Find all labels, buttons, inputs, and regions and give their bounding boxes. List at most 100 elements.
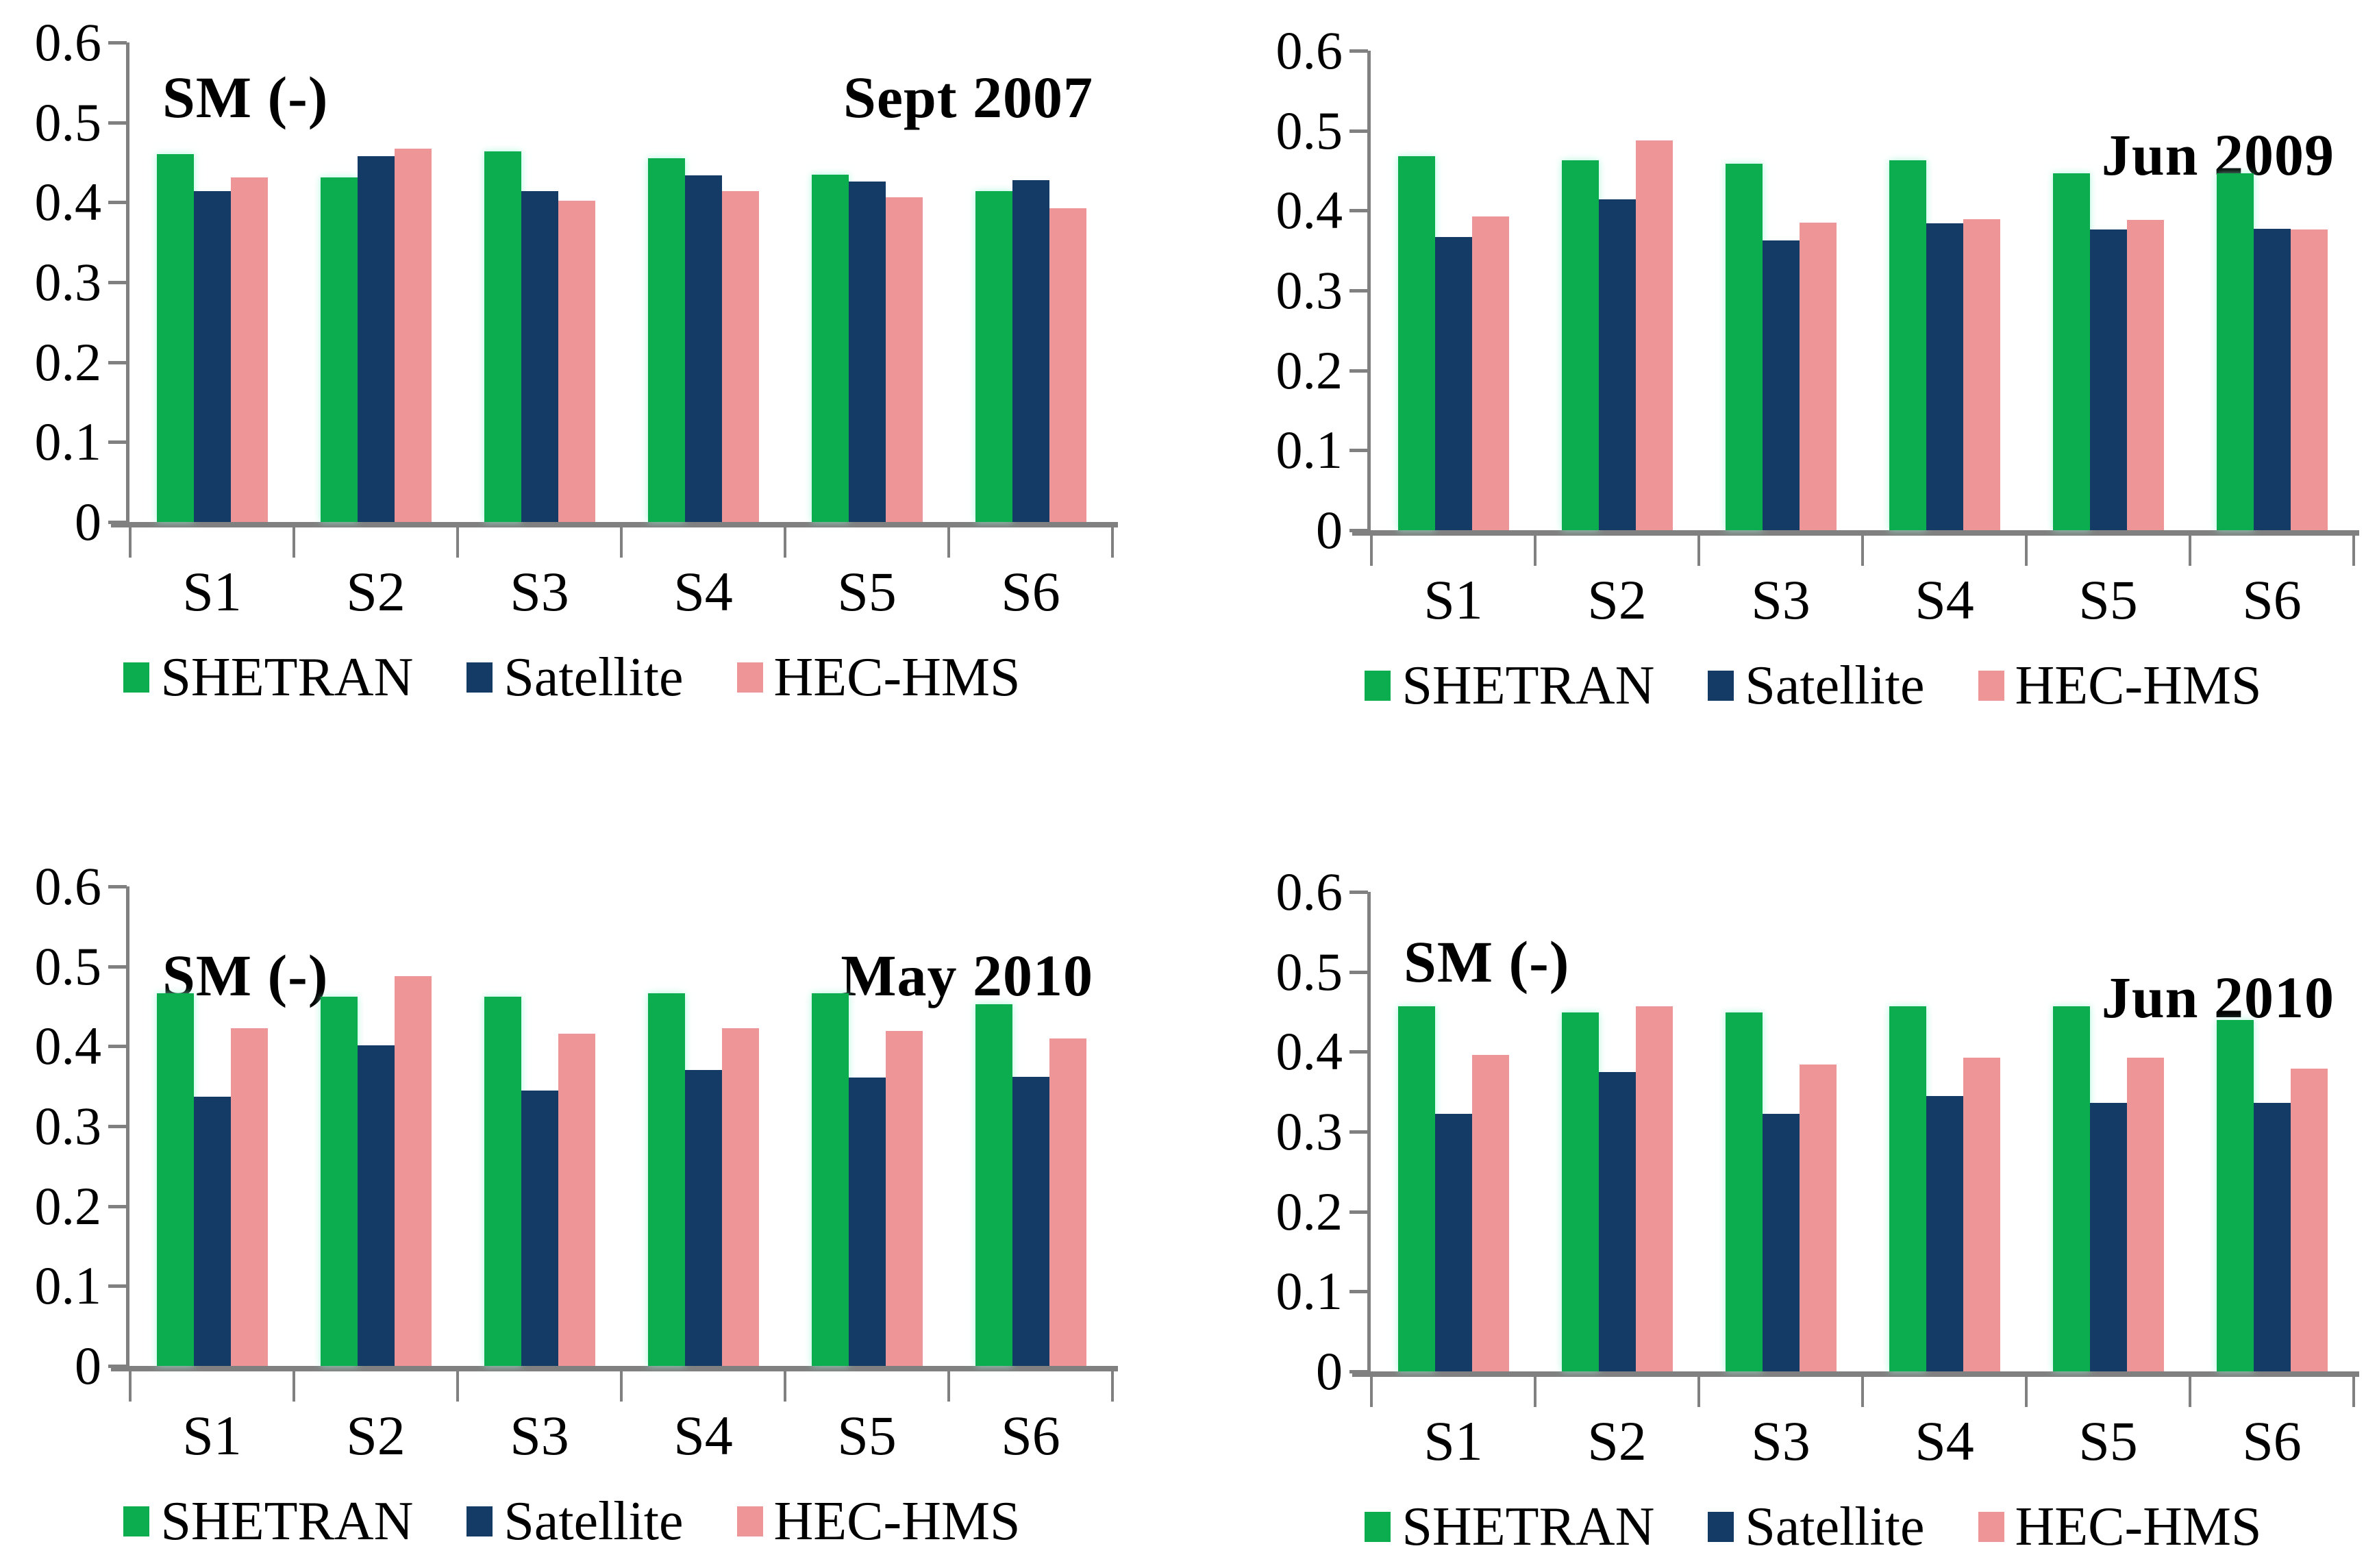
x-category-label: S6 — [1001, 560, 1060, 623]
bar-shetran-s3 — [1725, 1012, 1763, 1371]
bar-hec-hms-s1 — [1471, 216, 1509, 530]
bar-shetran-s5 — [2052, 1006, 2090, 1371]
bar-hec-hms-s2 — [394, 975, 432, 1366]
bar-satellite-s6 — [1012, 1076, 1049, 1366]
x-axis-tick — [1370, 1377, 1373, 1407]
y-axis-tick — [1349, 49, 1368, 53]
legend-item-shetran: SHETRAN — [1365, 1499, 1654, 1554]
y-axis-tick — [108, 201, 127, 205]
x-category-label: S1 — [1423, 569, 1483, 631]
bar-satellite-s3 — [521, 1090, 558, 1366]
bar-satellite-s2 — [357, 155, 395, 522]
bar-shetran-s2 — [320, 997, 358, 1366]
bar-hec-hms-s3 — [1799, 222, 1837, 530]
y-tick-label: 0 — [1316, 500, 1343, 560]
bar-hec-hms-s4 — [1963, 219, 2000, 530]
x-axis-tick — [2025, 1377, 2028, 1407]
y-axis-tick — [108, 41, 127, 45]
y-tick-label: 0.4 — [34, 1016, 102, 1076]
legend-label: Satellite — [503, 647, 684, 708]
y-axis — [126, 886, 129, 1369]
x-axis-tick — [129, 527, 132, 558]
legend-label: SHETRAN — [1402, 1497, 1655, 1557]
bar-satellite-s1 — [193, 191, 231, 522]
x-axis-tick — [620, 527, 623, 558]
y-tick-label: 0.4 — [1275, 1021, 1343, 1082]
legend-item-shetran: SHETRAN — [123, 650, 413, 705]
y-axis-tick — [1349, 129, 1368, 133]
bar-shetran-s4 — [1889, 1006, 1926, 1371]
legend-item-satellite: Satellite — [466, 1494, 684, 1549]
y-tick-label: 0 — [1316, 1341, 1343, 1401]
y-axis-tick — [108, 360, 127, 364]
y-axis-tick — [1349, 891, 1368, 894]
chart-y-unit-label: SM (-) — [1404, 929, 1570, 995]
bar-satellite-s4 — [684, 1070, 722, 1366]
y-axis-tick — [1349, 369, 1368, 373]
x-category-label: S5 — [2078, 1410, 2138, 1472]
bar-shetran-s4 — [647, 158, 685, 522]
bar-hec-hms-s1 — [230, 177, 268, 522]
x-axis-tick — [1697, 536, 1700, 566]
bar-hec-hms-s6 — [2290, 1068, 2328, 1371]
x-axis-tick — [2352, 536, 2355, 566]
x-category-label: S1 — [182, 1404, 242, 1467]
y-tick-label: 0 — [75, 492, 101, 551]
bar-hec-hms-s2 — [1635, 140, 1673, 530]
x-axis-tick — [784, 527, 786, 558]
legend-label: HEC-HMS — [2015, 1497, 2262, 1557]
chart-sept-2007: SM (-) Sept 2007 0.6 0.5 0.4 0.3 0.2 0.1 0 S1 S2… — [8, 10, 1136, 719]
x-axis-tick — [1534, 1377, 1536, 1407]
y-tick-label: 0.3 — [34, 1096, 102, 1156]
bar-hec-hms-s6 — [2290, 229, 2328, 530]
legend-swatch-icon — [1978, 671, 2004, 701]
bar-shetran-s5 — [811, 993, 849, 1366]
legend-item-satellite: Satellite — [1708, 658, 1925, 713]
y-tick-label: 0.4 — [34, 172, 102, 232]
y-axis-tick — [108, 885, 127, 888]
x-axis-tick — [1370, 536, 1373, 566]
bar-hec-hms-s6 — [1049, 1038, 1086, 1366]
y-axis-tick — [1349, 1130, 1368, 1134]
chart-date-title: Jun 2010 — [2101, 965, 2335, 1030]
bar-hec-hms-s4 — [721, 191, 759, 522]
x-category-label: S5 — [837, 1404, 897, 1467]
chart-may-2010: SM (-) May 2010 0.6 0.5 0.4 0.3 0.2 0.1 0 S1 S2 S… — [8, 854, 1136, 1563]
legend-label: HEC-HMS — [773, 1491, 1021, 1552]
bar-hec-hms-s2 — [1635, 1006, 1673, 1371]
y-axis-tick — [108, 1284, 127, 1289]
legend-label: HEC-HMS — [773, 647, 1021, 708]
legend-swatch-icon — [736, 662, 763, 693]
x-axis — [1352, 1371, 2359, 1377]
x-axis-tick — [2352, 1377, 2355, 1407]
y-axis-tick — [108, 965, 127, 969]
x-axis-tick — [1534, 536, 1536, 566]
x-category-label: S6 — [2242, 569, 2302, 631]
legend-label: HEC-HMS — [2015, 656, 2262, 716]
y-tick-label: 0.3 — [1275, 260, 1343, 320]
bar-hec-hms-s5 — [2126, 1057, 2164, 1371]
x-category-label: S1 — [182, 560, 242, 623]
x-category-label: S4 — [673, 560, 733, 623]
y-axis-tick — [1349, 209, 1368, 213]
x-axis-tick — [1861, 1377, 1864, 1407]
x-category-label: S6 — [2242, 1410, 2302, 1472]
bar-shetran-s2 — [320, 177, 358, 522]
x-axis-tick — [456, 527, 459, 558]
bar-shetran-s5 — [2052, 173, 2090, 530]
legend-swatch-icon — [1708, 1512, 1734, 1542]
y-axis-tick — [1349, 970, 1368, 974]
bar-hec-hms-s1 — [1471, 1055, 1509, 1371]
legend-item-hec-hms: HEC-HMS — [736, 647, 1021, 708]
y-tick-label: 0.6 — [1275, 21, 1343, 80]
legend-swatch-icon — [466, 662, 493, 693]
bar-hec-hms-s5 — [2126, 220, 2164, 530]
x-category-label: S2 — [1587, 569, 1647, 631]
y-tick-label: 0.5 — [1275, 100, 1343, 160]
bar-satellite-s2 — [357, 1045, 395, 1366]
legend-swatch-icon — [1978, 1512, 2004, 1542]
y-tick-label: 0.6 — [34, 12, 102, 72]
legend-swatch-icon — [466, 1506, 493, 1536]
legend-item-shetran: SHETRAN — [1365, 658, 1654, 713]
